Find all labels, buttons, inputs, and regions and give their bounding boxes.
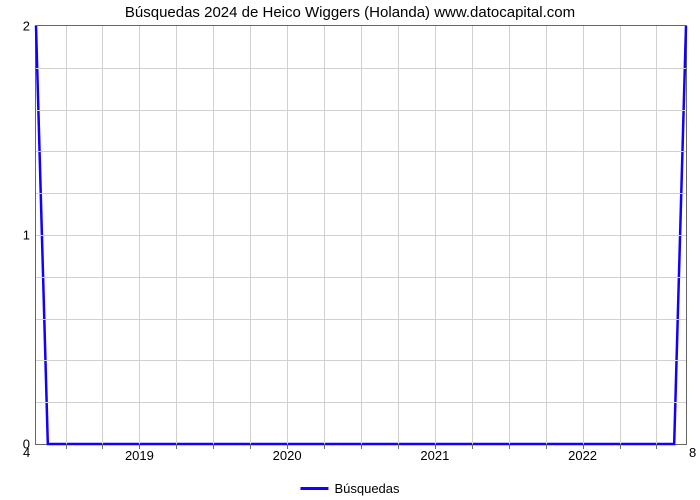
gridline-vertical [176, 26, 177, 444]
x-tick-label: 2020 [273, 444, 302, 463]
gridline-vertical [361, 26, 362, 444]
gridline-vertical [656, 26, 657, 444]
x-tick-mark [213, 444, 214, 449]
gridline-vertical [102, 26, 103, 444]
gridline-vertical [620, 26, 621, 444]
legend-swatch [300, 487, 328, 490]
corner-label-bottom-right: 8 [689, 445, 696, 460]
gridline-vertical [213, 26, 214, 444]
gridline-vertical [546, 26, 547, 444]
gridline-vertical [287, 26, 288, 444]
x-tick-mark [656, 444, 657, 449]
x-tick-label: 2022 [568, 444, 597, 463]
gridline-vertical [472, 26, 473, 444]
gridline-vertical [509, 26, 510, 444]
gridline-vertical [435, 26, 436, 444]
x-tick-mark [546, 444, 547, 449]
gridline-vertical [398, 26, 399, 444]
chart-title: Búsquedas 2024 de Heico Wiggers (Holanda… [0, 4, 700, 21]
x-tick-mark [66, 444, 67, 449]
x-tick-mark [472, 444, 473, 449]
legend: Búsquedas [300, 481, 399, 496]
gridline-vertical [583, 26, 584, 444]
chart-container: Búsquedas 2024 de Heico Wiggers (Holanda… [0, 0, 700, 500]
x-tick-mark [102, 444, 103, 449]
corner-label-bottom-left: 4 [23, 445, 30, 460]
x-tick-label: 2021 [420, 444, 449, 463]
gridline-vertical [324, 26, 325, 444]
x-tick-label: 2019 [125, 444, 154, 463]
x-tick-mark [324, 444, 325, 449]
x-tick-mark [176, 444, 177, 449]
plot-area: 0122019202020212022 [35, 25, 687, 445]
x-tick-mark [361, 444, 362, 449]
x-tick-mark [620, 444, 621, 449]
gridline-vertical [139, 26, 140, 444]
x-tick-mark [398, 444, 399, 449]
x-tick-mark [250, 444, 251, 449]
x-tick-mark [509, 444, 510, 449]
gridline-vertical [66, 26, 67, 444]
legend-label: Búsquedas [334, 481, 399, 496]
y-tick-label: 1 [23, 228, 36, 243]
y-tick-label: 2 [23, 19, 36, 34]
gridline-vertical [250, 26, 251, 444]
